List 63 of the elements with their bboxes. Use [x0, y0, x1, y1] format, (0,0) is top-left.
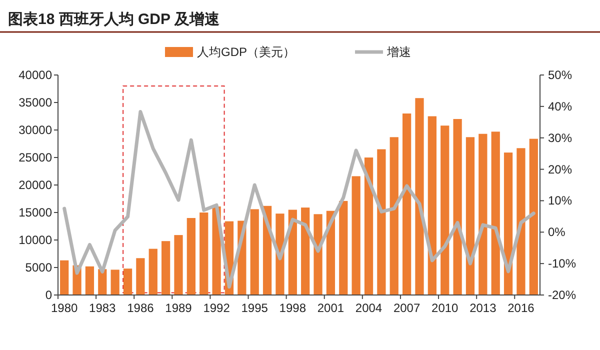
y2-tick-label: -10% [548, 256, 576, 271]
bar [110, 270, 120, 295]
bar [60, 260, 69, 295]
x-tick-label: 1980 [50, 301, 78, 315]
bar [162, 241, 170, 295]
bar [440, 126, 450, 295]
bar [453, 119, 462, 295]
x-tick-label: 2010 [432, 301, 459, 315]
bar [504, 152, 513, 295]
y-tick-label: 35000 [18, 96, 52, 110]
bar [478, 134, 488, 295]
bar [529, 138, 538, 295]
y2-tick-label: 0% [548, 225, 566, 240]
bar [250, 209, 259, 295]
x-tick-label: 1992 [203, 301, 230, 315]
bar [390, 137, 398, 295]
legend-label: 增速 [386, 45, 412, 59]
y2-tick-label: 20% [548, 162, 572, 176]
bar [352, 176, 360, 295]
bar [364, 158, 374, 295]
bar [314, 214, 322, 295]
bar [301, 208, 310, 295]
x-tick-label: 1983 [89, 301, 116, 315]
y-tick-label: 0 [45, 288, 52, 302]
bar [148, 248, 158, 295]
x-tick-label: 1998 [279, 301, 306, 315]
y-tick-label: 10000 [18, 233, 52, 247]
bar [428, 116, 436, 295]
bar [136, 258, 145, 295]
y2-tick-label: 50% [548, 68, 572, 82]
x-tick-label: 1995 [241, 301, 268, 315]
bar [415, 98, 424, 295]
bar [377, 149, 386, 295]
x-tick-label: 2001 [317, 301, 344, 315]
y2-tick-label: -20% [548, 288, 576, 302]
y2-tick-label: 30% [548, 130, 572, 145]
y-tick-label: 20000 [18, 178, 52, 192]
y-tick-label: 30000 [18, 123, 52, 137]
y-tick-label: 25000 [18, 150, 52, 164]
bar [491, 132, 500, 295]
x-tick-label: 2007 [393, 301, 420, 315]
bar [402, 114, 412, 295]
bar [174, 235, 183, 295]
x-tick-label: 1989 [165, 301, 192, 315]
x-tick-label: 1986 [127, 301, 154, 315]
bar [186, 218, 196, 295]
chart-title: 图表18 西班牙人均 GDP 及增速 [8, 11, 220, 28]
x-tick-label: 2016 [508, 301, 535, 315]
x-tick-label: 2013 [470, 301, 497, 315]
bar [339, 200, 348, 295]
x-tick-label: 2004 [355, 301, 382, 315]
y-tick-label: 5000 [25, 260, 52, 274]
y-tick-label: 40000 [18, 68, 52, 82]
legend-label: 人均GDP（美元） [197, 45, 296, 59]
y2-tick-label: 10% [548, 194, 572, 208]
y-tick-label: 15000 [18, 206, 52, 220]
bar [200, 212, 208, 295]
bar [516, 148, 526, 295]
bar [466, 137, 475, 295]
line-series [62, 110, 536, 289]
bar [85, 266, 94, 295]
bar [123, 268, 132, 295]
y2-tick-label: 40% [548, 99, 572, 114]
